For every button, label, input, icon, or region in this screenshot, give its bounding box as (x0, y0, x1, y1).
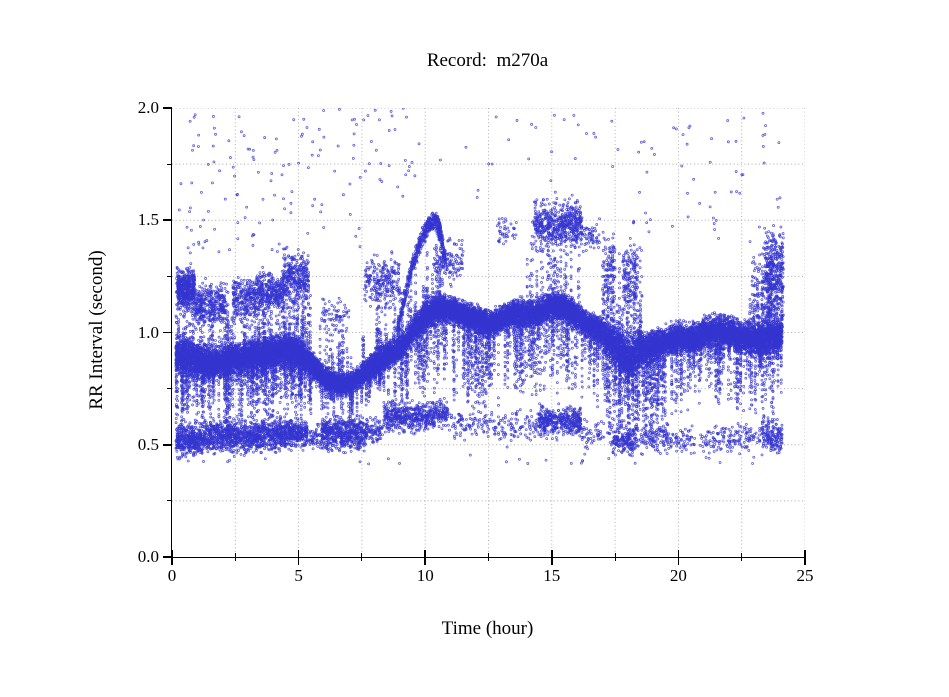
x-tick-label: 10 (416, 566, 434, 585)
x-minor-tick (614, 553, 616, 561)
x-axis-label: Time (hour) (441, 618, 534, 639)
y-major-tick (163, 107, 172, 109)
x-tick-label: 5 (294, 566, 303, 585)
scatter-canvas (172, 108, 805, 557)
y-minor-tick (167, 163, 172, 165)
y-tick-label: 1.5 (137, 210, 159, 230)
y-major-tick (163, 219, 172, 222)
x-major-tick (297, 550, 300, 565)
y-tick-label: 1.0 (137, 322, 159, 342)
y-minor-tick (167, 388, 172, 390)
x-major-tick (677, 550, 680, 565)
y-minor-tick (167, 275, 172, 277)
x-major-tick (551, 550, 553, 565)
y-axis-label: RR Interval (second) (86, 250, 107, 410)
x-minor-tick (487, 553, 490, 561)
x-tick-label: 25 (796, 566, 814, 585)
x-tick-label: 0 (167, 566, 177, 585)
y-major-tick (163, 331, 172, 334)
x-minor-tick (741, 553, 743, 561)
x-tick-label: 20 (669, 566, 687, 585)
y-tick-label: 0.0 (137, 547, 159, 566)
x-minor-tick (234, 553, 236, 561)
y-major-tick (163, 443, 172, 446)
x-major-tick (171, 550, 173, 565)
x-minor-tick (361, 553, 363, 561)
y-minor-tick (167, 500, 172, 502)
y-major-tick (163, 556, 172, 558)
y-tick-label: 0.5 (137, 434, 159, 454)
x-major-tick (804, 550, 806, 565)
x-tick-label: 15 (543, 566, 561, 585)
y-tick-label: 2.0 (137, 98, 159, 117)
x-major-tick (424, 550, 426, 565)
plot-area: 0 5 10 15 20 25 0.0 0.5 1.0 1.5 2.0 (138, 98, 814, 585)
chart-title: Record: m270a (426, 50, 549, 71)
